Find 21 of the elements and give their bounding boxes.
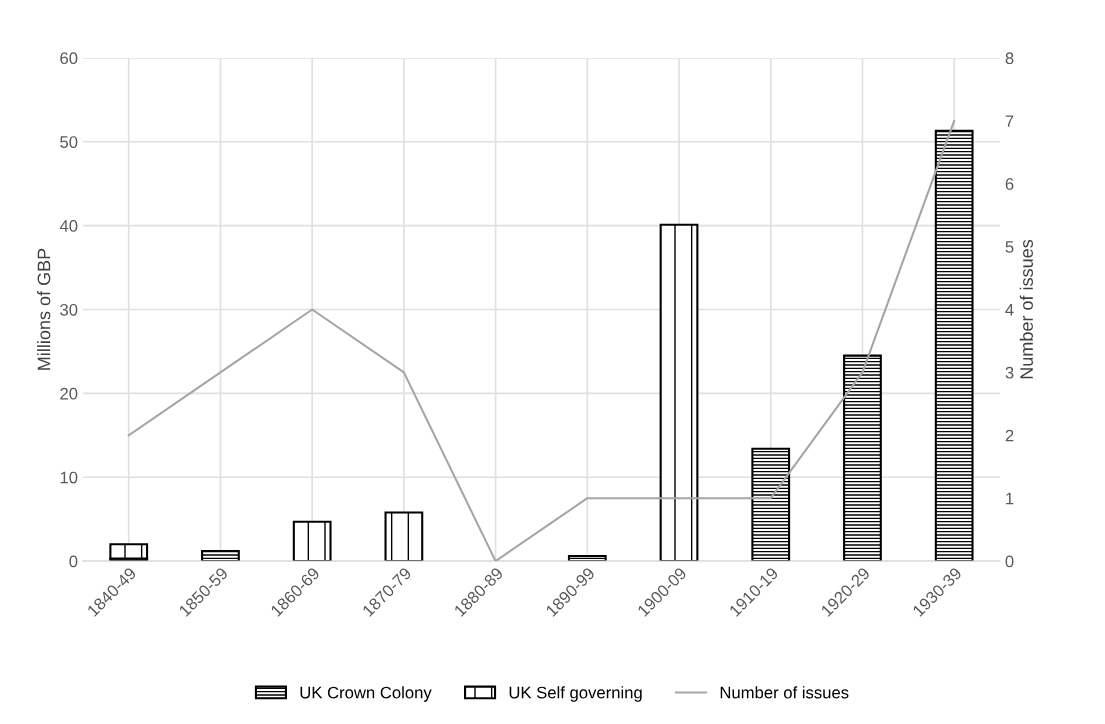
- y2-axis-title: Number of issues: [1019, 239, 1033, 379]
- y2-tick-label: 4: [1005, 304, 1014, 316]
- y-axis-title: Millions of GBP: [37, 248, 51, 370]
- y-tick-label: 30: [60, 303, 78, 316]
- y-tick-label: 40: [59, 220, 78, 232]
- legend-label: UK Self governing: [509, 686, 642, 702]
- y-tick-label: 50: [60, 136, 78, 148]
- y2-tick-label: 7: [1005, 115, 1014, 127]
- y-tick-label: 0: [69, 555, 78, 568]
- y2-tick-label: 6: [1005, 178, 1014, 190]
- y2-tick-label: 8: [1005, 52, 1014, 65]
- y-tick-label: 20: [60, 387, 78, 400]
- legend-label: UK Crown Colony: [300, 686, 432, 702]
- y2-tick-label: 1: [1006, 492, 1014, 505]
- y-tick-label: 60: [60, 52, 78, 65]
- y2-tick-label: 3: [1005, 366, 1014, 379]
- y2-tick-label: 2: [1005, 429, 1014, 442]
- legend-label: Number of issues: [720, 686, 849, 699]
- y-tick-label: 10: [60, 471, 78, 484]
- y2-tick-label: 5: [1005, 241, 1014, 253]
- y2-tick-label: 0: [1005, 555, 1014, 568]
